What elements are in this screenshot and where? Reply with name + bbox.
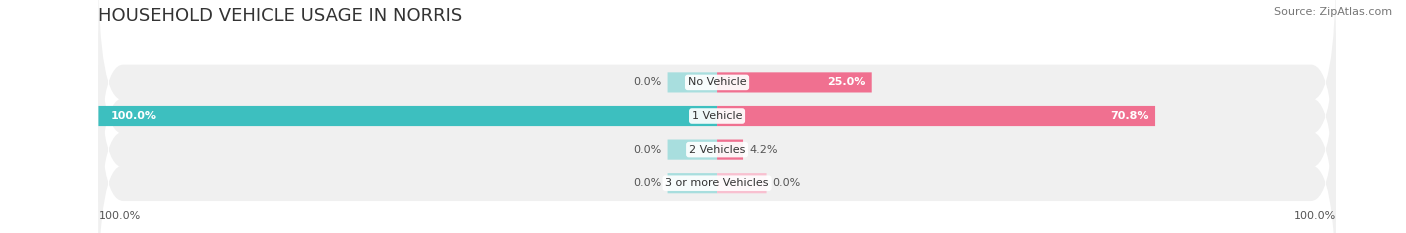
Text: 2 Vehicles: 2 Vehicles <box>689 145 745 155</box>
FancyBboxPatch shape <box>668 72 717 93</box>
Text: 4.2%: 4.2% <box>749 145 778 155</box>
Text: HOUSEHOLD VEHICLE USAGE IN NORRIS: HOUSEHOLD VEHICLE USAGE IN NORRIS <box>98 7 463 25</box>
Text: 0.0%: 0.0% <box>773 178 801 188</box>
FancyBboxPatch shape <box>98 106 717 126</box>
FancyBboxPatch shape <box>668 140 717 160</box>
FancyBboxPatch shape <box>717 72 872 93</box>
FancyBboxPatch shape <box>717 173 766 193</box>
Text: 70.8%: 70.8% <box>1111 111 1149 121</box>
FancyBboxPatch shape <box>717 106 1156 126</box>
Text: 100.0%: 100.0% <box>98 211 141 221</box>
Text: 1 Vehicle: 1 Vehicle <box>692 111 742 121</box>
Text: 100.0%: 100.0% <box>1294 211 1336 221</box>
Text: 25.0%: 25.0% <box>827 77 866 87</box>
FancyBboxPatch shape <box>717 140 742 160</box>
Text: Source: ZipAtlas.com: Source: ZipAtlas.com <box>1274 7 1392 17</box>
FancyBboxPatch shape <box>98 0 1336 233</box>
FancyBboxPatch shape <box>98 0 1336 199</box>
Text: No Vehicle: No Vehicle <box>688 77 747 87</box>
FancyBboxPatch shape <box>98 67 1336 233</box>
FancyBboxPatch shape <box>98 33 1336 233</box>
Text: 3 or more Vehicles: 3 or more Vehicles <box>665 178 769 188</box>
Text: 100.0%: 100.0% <box>111 111 157 121</box>
Text: 0.0%: 0.0% <box>633 178 661 188</box>
Text: 0.0%: 0.0% <box>633 77 661 87</box>
Text: 0.0%: 0.0% <box>633 145 661 155</box>
FancyBboxPatch shape <box>668 173 717 193</box>
